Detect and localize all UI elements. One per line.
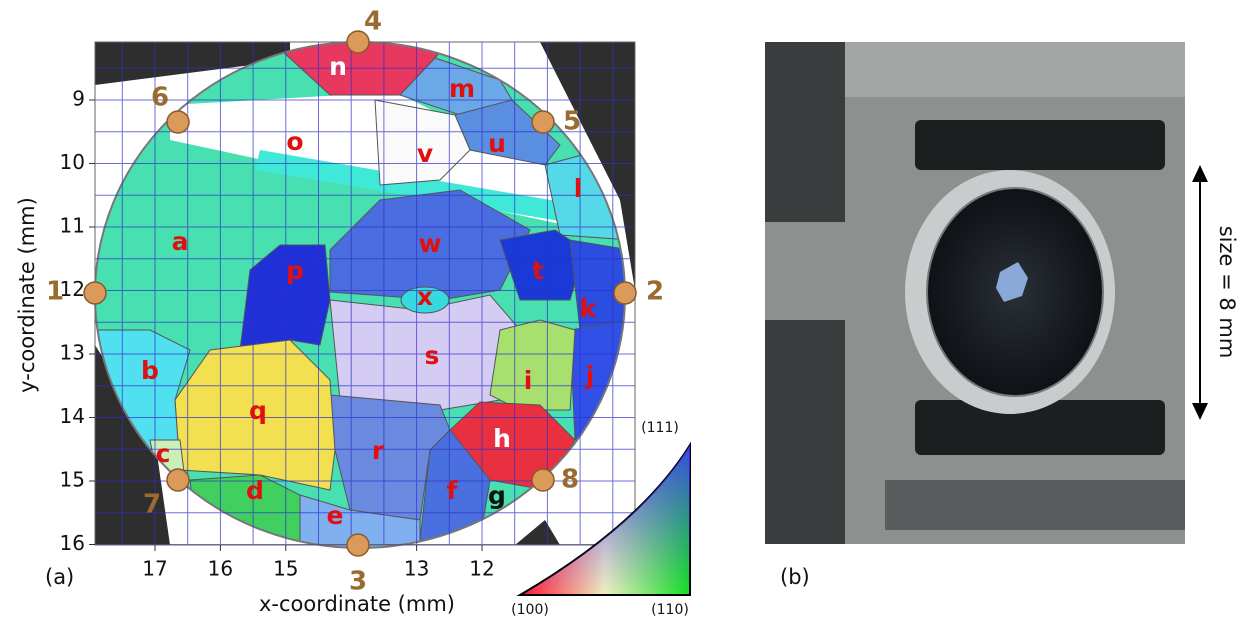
scale-label: size = 8 mm bbox=[1215, 226, 1239, 359]
x-tick-label: 15 bbox=[273, 557, 298, 581]
y-tick-label: 13 bbox=[60, 341, 85, 365]
grain-label: n bbox=[329, 52, 347, 81]
x-tick-label: 13 bbox=[404, 557, 429, 581]
y-tick-label: 15 bbox=[60, 468, 85, 492]
panel-label: (b) bbox=[780, 565, 810, 589]
specimen-photo: size = 8 mm bbox=[765, 42, 1239, 544]
ipf-label: (110) bbox=[651, 602, 689, 618]
y-tick-label: 16 bbox=[60, 531, 85, 555]
y-tick-label: 9 bbox=[72, 87, 85, 111]
point-label: 6 bbox=[151, 83, 169, 113]
figure: y-coordinate (mm) x-coordinate (mm) (a) … bbox=[0, 0, 1248, 622]
grain-label: a bbox=[172, 227, 189, 256]
grain-label: b bbox=[141, 356, 159, 385]
grain-label: m bbox=[449, 74, 475, 103]
measurement-point bbox=[84, 282, 106, 304]
grain-label: w bbox=[418, 229, 441, 258]
y-tick-label: 14 bbox=[60, 404, 85, 428]
grain-label: h bbox=[493, 424, 511, 453]
grain-label: u bbox=[488, 129, 506, 158]
grain-label: e bbox=[327, 501, 344, 530]
grain-label: i bbox=[524, 366, 533, 395]
grain-label: j bbox=[585, 361, 595, 390]
measurement-point bbox=[532, 111, 554, 133]
y-axis-label: y-coordinate (mm) bbox=[15, 197, 39, 393]
point-label: 7 bbox=[143, 490, 161, 520]
measurement-point bbox=[614, 282, 636, 304]
measurement-point bbox=[532, 469, 554, 491]
x-tick-label: 12 bbox=[469, 557, 494, 581]
point-label: 4 bbox=[364, 7, 382, 37]
grain-label: v bbox=[417, 139, 433, 168]
grain-label: q bbox=[249, 396, 267, 425]
grain-label: o bbox=[286, 127, 303, 156]
grain-label: x bbox=[417, 282, 433, 311]
panel-label: (a) bbox=[45, 565, 74, 589]
measurement-point bbox=[347, 534, 369, 556]
grain-label: t bbox=[532, 256, 544, 285]
grain-label: d bbox=[246, 476, 264, 505]
point-label: 2 bbox=[646, 277, 664, 307]
grain-label: l bbox=[574, 174, 583, 203]
y-tick-label: 11 bbox=[60, 214, 85, 238]
point-label: 5 bbox=[563, 107, 581, 137]
point-label: 1 bbox=[46, 277, 64, 307]
x-tick-label: 17 bbox=[142, 557, 167, 581]
ipf-label: (111) bbox=[641, 420, 679, 436]
grain-label: p bbox=[286, 256, 304, 285]
point-label: 8 bbox=[561, 465, 579, 495]
point-label: 3 bbox=[349, 567, 367, 597]
y-tick-label: 10 bbox=[60, 150, 85, 174]
grain-label: s bbox=[425, 341, 440, 370]
grain-label: c bbox=[156, 439, 171, 468]
x-tick-label: 16 bbox=[208, 557, 233, 581]
grain-label: f bbox=[447, 476, 459, 505]
grain-label: k bbox=[580, 294, 598, 323]
measurement-point bbox=[167, 111, 189, 133]
measurement-point bbox=[167, 469, 189, 491]
ipf-label: (100) bbox=[511, 602, 549, 618]
grain-label: r bbox=[372, 436, 385, 465]
grain-label: g bbox=[488, 481, 506, 510]
